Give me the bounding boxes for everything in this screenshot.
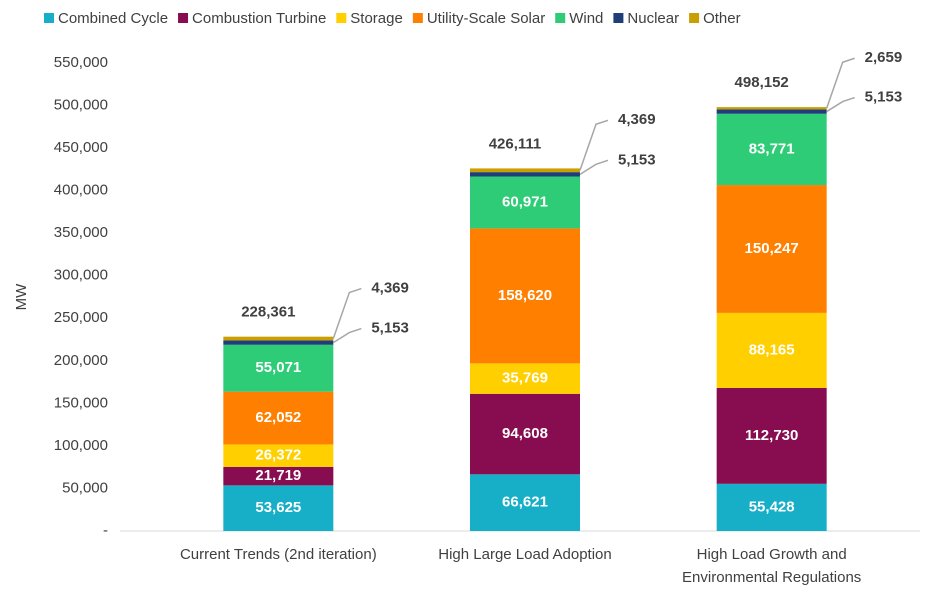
y-axis-label: MW xyxy=(13,283,30,310)
leader-line xyxy=(579,159,609,175)
bar-segment xyxy=(223,336,334,341)
data-label: 4,369 xyxy=(371,280,409,297)
bar-segment xyxy=(470,176,580,229)
leader-line xyxy=(826,96,855,113)
legend-label: Utility-Scale Solar xyxy=(427,10,545,27)
legend-swatch xyxy=(44,13,54,23)
x-tick-label: High Large Load Adoption xyxy=(438,546,611,563)
data-label: 88,165 xyxy=(749,341,795,358)
bar-segment xyxy=(223,466,334,486)
legend-label: Storage xyxy=(350,10,403,27)
data-label: 26,372 xyxy=(255,447,301,464)
bar-segment xyxy=(470,228,580,364)
data-label: 60,971 xyxy=(502,193,548,210)
legend-label: Wind xyxy=(569,10,603,27)
legend-swatch xyxy=(178,13,189,23)
legend-swatch xyxy=(336,13,347,23)
data-label: 55,428 xyxy=(749,498,795,515)
legend-label: Combustion Turbine xyxy=(192,10,326,27)
bar-segment xyxy=(223,485,334,531)
y-tick-label: 550,000 xyxy=(54,54,108,71)
bar-segment xyxy=(716,113,827,186)
y-tick-label: 50,000 xyxy=(62,479,108,496)
data-label: 35,769 xyxy=(502,370,548,387)
bar-segment xyxy=(470,363,580,394)
bar-segment xyxy=(223,344,334,392)
bar-segment xyxy=(716,483,827,531)
data-label: 2,659 xyxy=(865,49,903,66)
total-label: 228,361 xyxy=(241,304,295,321)
bar-segment xyxy=(223,391,334,445)
bar-segment xyxy=(716,312,827,388)
leader-line xyxy=(825,57,855,109)
data-label: 83,771 xyxy=(749,140,795,157)
data-label: 5,153 xyxy=(618,151,656,168)
bar-segment xyxy=(716,107,827,110)
y-tick-label: 300,000 xyxy=(54,267,108,284)
legend-label: Other xyxy=(703,10,741,27)
data-label: 5,153 xyxy=(371,320,409,337)
x-tick-label: High Load Growth and Environmental Regula… xyxy=(682,546,861,586)
data-label: 150,247 xyxy=(745,240,799,257)
leader-line xyxy=(579,119,609,171)
legend-swatch xyxy=(689,13,700,23)
leader-line xyxy=(332,287,362,339)
y-tick-label: 150,000 xyxy=(54,394,108,411)
y-tick-label: 500,000 xyxy=(54,97,108,114)
data-label: 21,719 xyxy=(255,467,301,484)
bar-segment xyxy=(716,387,827,484)
y-tick-label: 350,000 xyxy=(54,224,108,241)
y-tick-label: 450,000 xyxy=(54,139,108,156)
data-label: 66,621 xyxy=(502,494,548,511)
bar-segment xyxy=(470,393,580,475)
data-label: 112,730 xyxy=(745,427,798,444)
y-tick-label: - xyxy=(103,522,108,539)
bar-segment xyxy=(223,340,334,345)
data-label: 55,071 xyxy=(255,359,301,376)
total-label: 498,152 xyxy=(735,74,789,91)
data-label: 158,620 xyxy=(498,287,552,304)
y-tick-label: 400,000 xyxy=(54,182,108,199)
data-label: 5,153 xyxy=(865,89,903,106)
data-label: 53,625 xyxy=(255,499,301,516)
leader-line xyxy=(332,327,362,344)
legend-swatch xyxy=(555,13,566,23)
data-label: 62,052 xyxy=(255,409,301,426)
bar-segment xyxy=(716,185,827,313)
total-label: 426,111 xyxy=(489,135,542,152)
legend-swatch xyxy=(613,13,624,23)
data-label: 4,369 xyxy=(618,111,656,128)
y-tick-label: 100,000 xyxy=(54,437,108,454)
legend-label: Combined Cycle xyxy=(58,10,168,27)
bar-segment xyxy=(470,172,580,177)
legend-label: Nuclear xyxy=(627,10,679,27)
x-tick-label: Current Trends (2nd iteration) xyxy=(180,546,377,563)
bar-segment xyxy=(223,444,334,467)
bar-segment xyxy=(470,474,580,531)
y-tick-label: 250,000 xyxy=(54,309,108,326)
bar-segment xyxy=(470,168,580,173)
data-label: 94,608 xyxy=(502,425,548,442)
legend-swatch xyxy=(412,13,423,23)
y-tick-label: 200,000 xyxy=(54,352,108,369)
bar-segment xyxy=(716,109,827,114)
